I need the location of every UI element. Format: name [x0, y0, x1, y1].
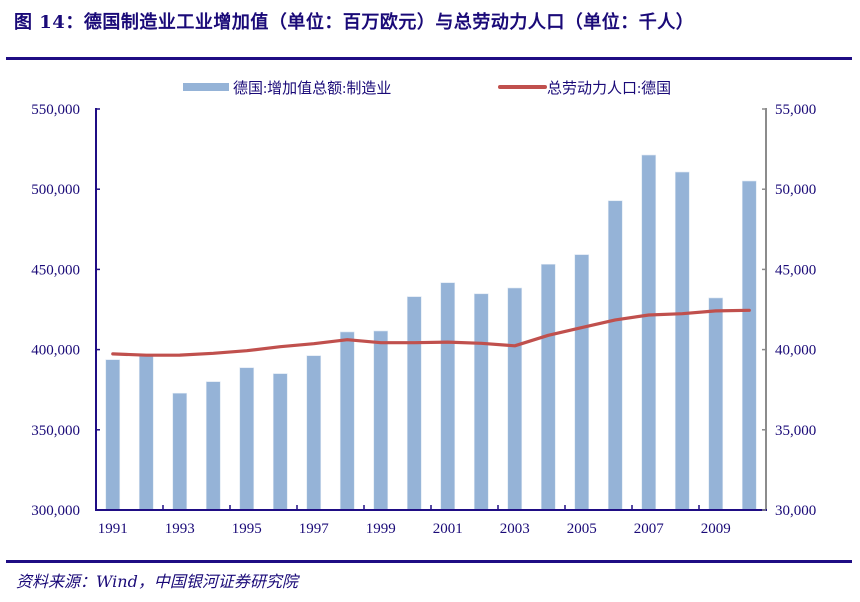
bar-2007 — [641, 154, 657, 511]
right-tick-label: 45,000 — [775, 262, 816, 278]
bar-2002 — [473, 293, 489, 511]
left-tick-label: 550,000 — [31, 102, 80, 118]
x-tick-label: 2005 — [567, 521, 597, 537]
legend-label-bar: 德国:增加值总额:制造业 — [233, 79, 391, 97]
right-tick-label: 50,000 — [775, 182, 816, 198]
x-tick-label: 2001 — [433, 521, 463, 537]
x-tick-label: 2009 — [701, 521, 731, 537]
bar-1993 — [172, 392, 188, 511]
right-tick-label: 40,000 — [775, 343, 816, 359]
bar-1991 — [105, 359, 121, 511]
bar-1992 — [138, 355, 154, 511]
bar-1998 — [339, 331, 355, 511]
bar-1996 — [272, 373, 288, 511]
x-tick-label: 2007 — [634, 521, 665, 537]
x-tick-label: 1999 — [366, 521, 396, 537]
right-tick-label: 35,000 — [775, 423, 816, 439]
x-tick-label: 1991 — [98, 521, 128, 537]
bar-2004 — [540, 263, 556, 511]
source-note: 资料来源：Wind，中国银河证券研究院 — [16, 572, 298, 591]
left-tick-label: 450,000 — [31, 262, 80, 278]
bar-1994 — [205, 381, 221, 511]
x-tick-label: 2003 — [500, 521, 530, 537]
left-tick-label: 300,000 — [31, 503, 80, 519]
left-tick-label: 400,000 — [31, 343, 80, 359]
footer-divider — [6, 560, 852, 563]
bar-1997 — [306, 355, 322, 511]
right-tick-label: 55,000 — [775, 102, 816, 118]
left-tick-label: 500,000 — [31, 182, 80, 198]
x-tick-label: 1995 — [232, 521, 262, 537]
x-tick-label: 1997 — [299, 521, 330, 537]
bar-2006 — [607, 200, 623, 511]
bar-2005 — [574, 254, 590, 511]
bar-1999 — [373, 330, 389, 511]
right-tick-label: 30,000 — [775, 503, 816, 519]
chart-title: 图 14：德国制造业工业增加值（单位：百万欧元）与总劳动力人口（单位：千人） — [14, 12, 695, 33]
bar-1995 — [239, 367, 255, 511]
x-tick-label: 1993 — [165, 521, 195, 537]
bar-2008 — [674, 171, 690, 511]
labor-force-line — [111, 308, 751, 357]
bar-2009 — [708, 297, 724, 511]
bar-2001 — [440, 282, 456, 511]
title-divider — [6, 57, 852, 60]
left-tick-label: 350,000 — [31, 423, 80, 439]
legend: 德国:增加值总额:制造业 总劳动力人口:德国 — [183, 79, 671, 97]
legend-swatch-bar — [183, 83, 229, 91]
legend-label-line: 总劳动力人口:德国 — [547, 79, 671, 97]
bar-2003 — [507, 287, 523, 511]
bar-2000 — [406, 296, 422, 511]
bar-2010 — [741, 180, 757, 511]
